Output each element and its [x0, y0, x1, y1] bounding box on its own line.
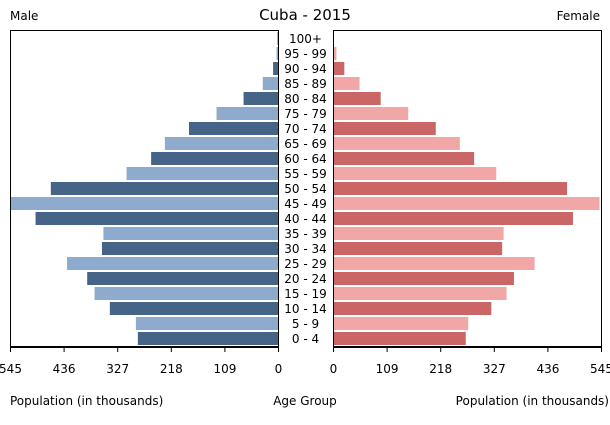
female-bar-95-99	[333, 47, 337, 60]
female-tick-label: 0	[330, 362, 338, 376]
male-bar-5-9	[135, 317, 278, 330]
age-group-label: 10 - 14	[284, 302, 327, 316]
female-bar-65-69	[333, 137, 460, 150]
age-group-label: 40 - 44	[284, 212, 327, 226]
age-group-label: 25 - 29	[284, 257, 327, 271]
age-group-label: 35 - 39	[284, 227, 327, 241]
female-x-axis: 545 436 327 218 109 0	[330, 347, 610, 376]
male-bar-75-79	[216, 107, 278, 120]
age-group-label: 55 - 59	[284, 167, 327, 181]
male-bar-20-24	[87, 272, 278, 285]
female-bar-20-24	[333, 272, 514, 285]
female-bar-30-34	[333, 242, 503, 255]
male-x-axis: 545 436 327 218 109 0	[0, 347, 282, 376]
female-bar-45-49	[333, 197, 600, 210]
age-axis-label: Age Group	[273, 394, 337, 408]
female-plot-frame	[333, 30, 602, 347]
female-bar-90-94	[333, 62, 345, 75]
age-group-label: 95 - 99	[284, 47, 327, 61]
female-tick-label: 218	[429, 362, 452, 376]
age-group-label: 15 - 19	[284, 287, 327, 301]
female-bars	[333, 32, 600, 345]
male-tick-label: 218	[160, 362, 183, 376]
age-group-label: 0 - 4	[292, 332, 319, 346]
age-group-label: 5 - 9	[292, 317, 319, 331]
female-bar-10-14	[333, 302, 492, 315]
chart-title: Cuba - 2015	[259, 6, 351, 24]
age-group-label: 45 - 49	[284, 197, 327, 211]
female-tick-label: 327	[483, 362, 506, 376]
male-bar-95-99	[276, 47, 278, 60]
age-group-label: 75 - 79	[284, 107, 327, 121]
male-bars	[10, 32, 279, 345]
male-bar-40-44	[35, 212, 278, 225]
age-group-label: 50 - 54	[284, 182, 327, 196]
male-bar-35-39	[103, 227, 279, 240]
male-plot-frame	[10, 30, 279, 347]
age-group-label: 65 - 69	[284, 137, 327, 151]
female-bar-5-9	[333, 317, 469, 330]
male-bar-65-69	[164, 137, 278, 150]
age-group-label: 30 - 34	[284, 242, 327, 256]
male-bar-90-94	[273, 62, 278, 75]
age-group-label: 90 - 94	[284, 62, 327, 76]
male-tick-label: 327	[106, 362, 129, 376]
male-bar-45-49	[10, 197, 278, 210]
age-group-label: 100+	[289, 32, 322, 46]
female-axis-label: Population (in thousands)	[456, 394, 609, 408]
male-tick-label: 109	[213, 362, 236, 376]
female-tick-label: 109	[376, 362, 399, 376]
female-bar-0-4	[333, 332, 466, 345]
female-bar-25-29	[333, 257, 535, 270]
female-bar-40-44	[333, 212, 573, 225]
male-bar-0-4	[137, 332, 278, 345]
male-bar-50-54	[50, 182, 278, 195]
age-group-label: 70 - 74	[284, 122, 327, 136]
age-group-label: 85 - 89	[284, 77, 327, 91]
male-bar-55-59	[126, 167, 278, 180]
female-bar-35-39	[333, 227, 504, 240]
female-tick-label: 545	[590, 362, 610, 376]
female-bar-70-74	[333, 122, 436, 135]
male-bar-60-64	[151, 152, 278, 165]
male-bar-15-19	[94, 287, 278, 300]
male-axis-label: Population (in thousands)	[10, 394, 163, 408]
female-bar-15-19	[333, 287, 507, 300]
male-bar-100	[277, 32, 279, 45]
male-bar-25-29	[67, 257, 278, 270]
male-tick-label: 436	[53, 362, 76, 376]
female-bar-85-89	[333, 77, 360, 90]
male-bar-30-34	[101, 242, 278, 255]
female-tick-label: 436	[536, 362, 559, 376]
age-group-label: 20 - 24	[284, 272, 327, 286]
male-label: Male	[10, 9, 38, 23]
female-bar-55-59	[333, 167, 497, 180]
male-bar-10-14	[109, 302, 278, 315]
female-bar-60-64	[333, 152, 475, 165]
male-bar-85-89	[262, 77, 278, 90]
age-group-label: 80 - 84	[284, 92, 327, 106]
female-bar-80-84	[333, 92, 381, 105]
age-group-label: 60 - 64	[284, 152, 327, 166]
male-bar-70-74	[188, 122, 278, 135]
female-bar-75-79	[333, 107, 409, 120]
male-tick-label: 0	[275, 362, 283, 376]
female-label: Female	[557, 9, 600, 23]
male-bar-80-84	[243, 92, 278, 105]
male-tick-label: 545	[0, 362, 22, 376]
female-bar-50-54	[333, 182, 568, 195]
